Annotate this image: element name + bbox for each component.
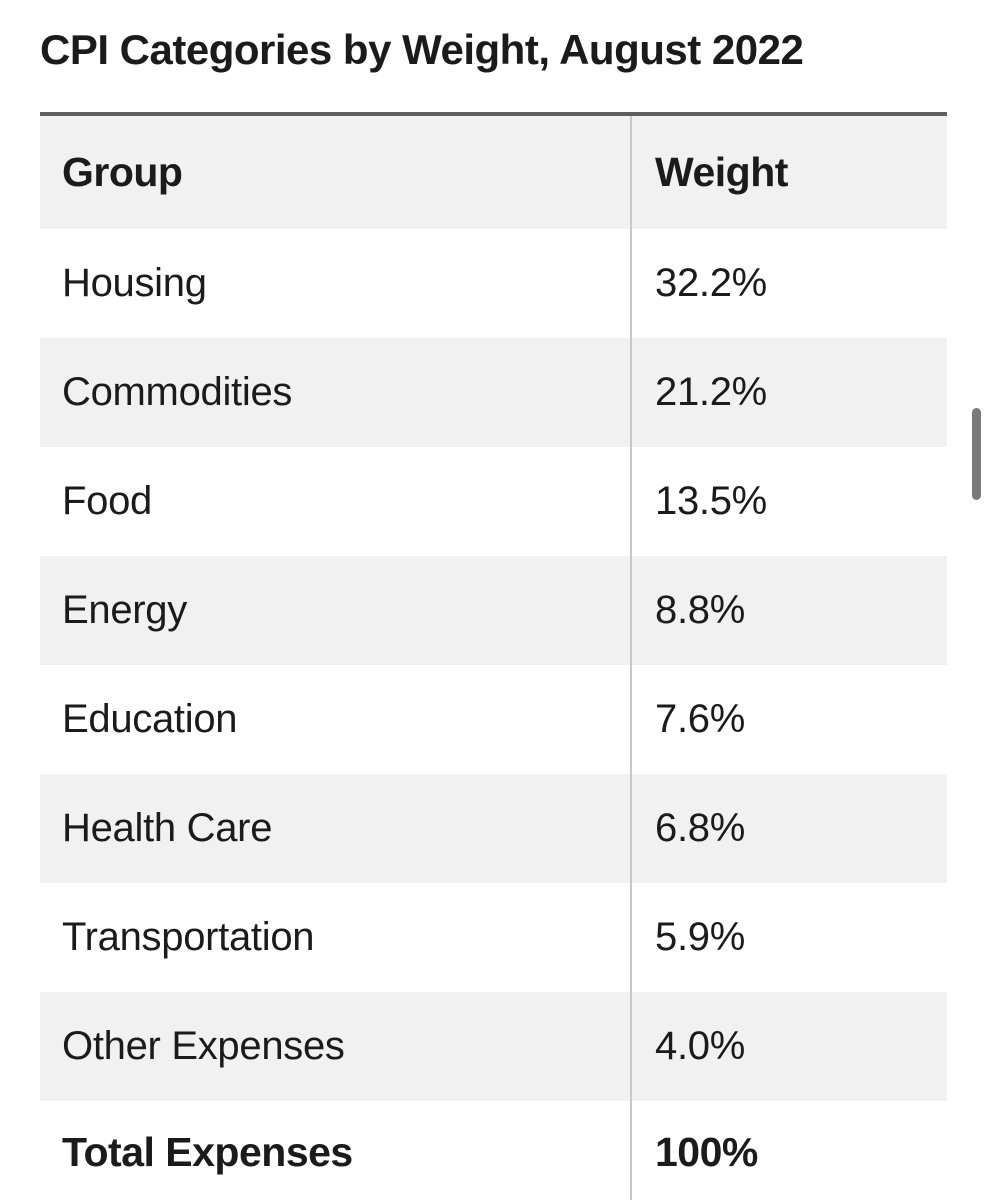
group-cell: Transportation [40, 883, 632, 992]
vertical-scrollbar-thumb[interactable] [972, 408, 981, 500]
group-cell: Other Expenses [40, 992, 632, 1101]
table-row-energy: Energy 8.8% [40, 556, 947, 665]
weight-cell: 13.5% [655, 479, 767, 523]
group-cell: Housing [40, 229, 632, 338]
group-cell: Energy [40, 556, 632, 665]
table-row-health-care: Health Care 6.8% [40, 774, 947, 883]
header-cell-group: Group [40, 116, 632, 229]
group-cell: Health Care [40, 774, 632, 883]
cpi-weight-table: Group Weight Housing 32.2% Commodities 2… [40, 112, 947, 1200]
table-row-education: Education 7.6% [40, 665, 947, 774]
table-row-housing: Housing 32.2% [40, 229, 947, 338]
total-value-cell: 100% [655, 1129, 758, 1175]
table-row-other-expenses: Other Expenses 4.0% [40, 992, 947, 1101]
page-title: CPI Categories by Weight, August 2022 [40, 26, 804, 73]
weight-cell: 7.6% [655, 697, 745, 741]
weight-cell: 8.8% [655, 588, 745, 632]
table-row-total-expenses: Total Expenses 100% [40, 1101, 947, 1200]
table-row-transportation: Transportation 5.9% [40, 883, 947, 992]
total-label-cell: Total Expenses [40, 1101, 632, 1200]
table-row-food: Food 13.5% [40, 447, 947, 556]
weight-cell: 6.8% [655, 806, 745, 850]
weight-cell: 21.2% [655, 370, 767, 414]
table-header-row: Group Weight [40, 116, 947, 229]
weight-cell: 32.2% [655, 261, 767, 305]
group-cell: Education [40, 665, 632, 774]
weight-cell: 4.0% [655, 1024, 745, 1068]
table-row-commodities: Commodities 21.2% [40, 338, 947, 447]
group-cell: Commodities [40, 338, 632, 447]
group-cell: Food [40, 447, 632, 556]
weight-cell: 5.9% [655, 915, 745, 959]
header-cell-weight: Weight [655, 149, 788, 195]
